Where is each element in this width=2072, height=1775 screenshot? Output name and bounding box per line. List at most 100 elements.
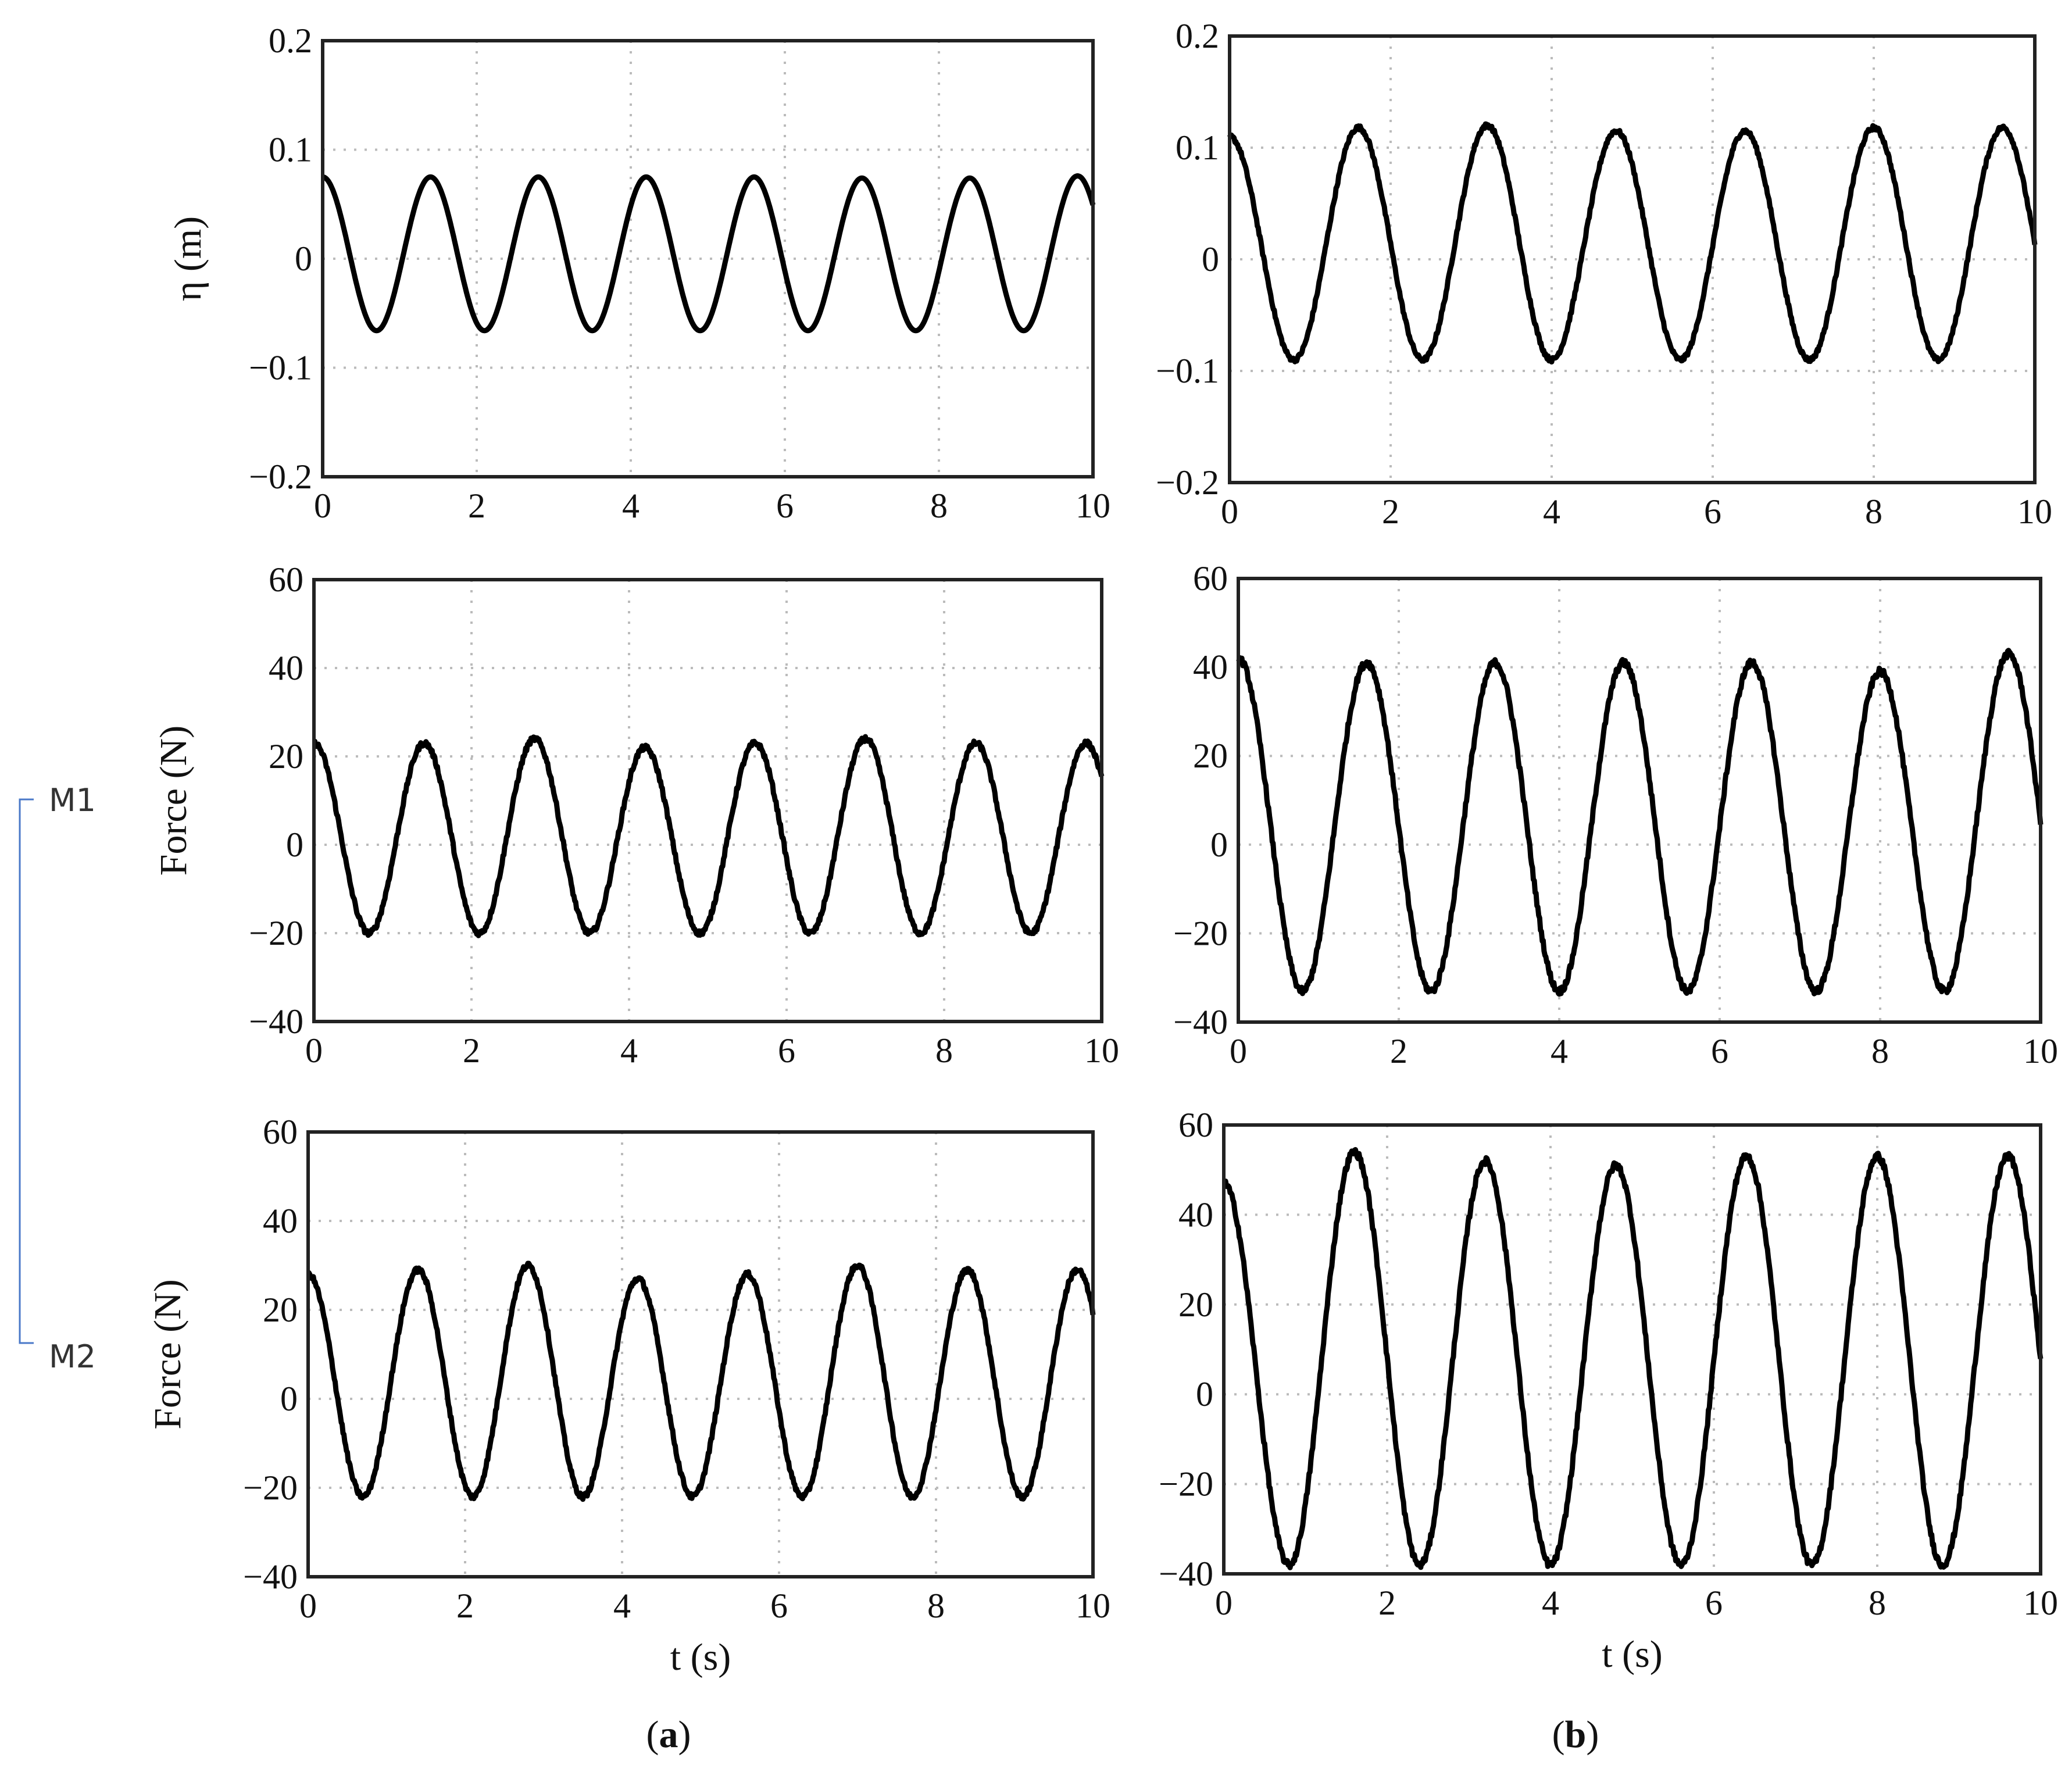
- x-tick-label: 6: [770, 1587, 788, 1625]
- x-tick-label: 6: [1705, 1584, 1723, 1622]
- series-line-a-m2: [306, 1260, 1096, 1502]
- y-axis-label: η (m): [167, 216, 209, 301]
- x-tick-label: 2: [456, 1587, 474, 1625]
- y-tick-label: 20: [1178, 1285, 1213, 1324]
- y-tick-label: 0: [1196, 1375, 1213, 1413]
- x-tick-label: 4: [1542, 1584, 1559, 1622]
- y-tick-label: −20: [249, 914, 303, 952]
- x-tick-label: 4: [1551, 1032, 1568, 1070]
- y-tick-label: −20: [243, 1469, 298, 1507]
- x-tick-label: 10: [2017, 492, 2052, 531]
- y-tick-label: 60: [269, 560, 303, 599]
- y-tick-label: 20: [269, 737, 303, 776]
- series-line-a-eta: [321, 173, 1096, 334]
- x-tick-label: 2: [1390, 1032, 1407, 1070]
- chart-b-eta: 0 2 4 6 8 10 −0.2 −0.1 0 0.1 0.2: [1156, 17, 2052, 531]
- x-tick-label: 0: [299, 1587, 317, 1625]
- y-tick-label: −40: [249, 1002, 303, 1041]
- y-tick-label: −0.2: [1156, 463, 1219, 502]
- x-tick-label: 6: [1704, 492, 1721, 531]
- m1-label: M1: [49, 782, 96, 819]
- plot-frame: [321, 39, 1095, 478]
- y-tick-label: −0.2: [249, 458, 312, 496]
- y-tick-label: 20: [1193, 737, 1228, 775]
- x-axis-label: t (s): [1602, 1633, 1662, 1676]
- y-tick-label: 40: [263, 1202, 298, 1240]
- x-tick-label: 2: [468, 487, 485, 525]
- y-tick-label: −40: [243, 1558, 298, 1596]
- y-tick-label: −40: [1159, 1555, 1213, 1593]
- y-tick-label: −20: [1159, 1465, 1213, 1503]
- x-tick-label: 6: [776, 487, 794, 525]
- x-tick-label: 0: [305, 1031, 323, 1070]
- plot-frame: [306, 1130, 1095, 1578]
- y-tick-label: 0.2: [1176, 17, 1219, 55]
- y-tick-label: 0.1: [1176, 128, 1219, 167]
- y-tick-label: 0.1: [269, 131, 312, 169]
- x-tick-label: 0: [1230, 1032, 1247, 1070]
- x-tick-label: 2: [1378, 1584, 1396, 1622]
- chart-b-m2: 0 2 4 6 8 10 −40 −20 0 20 40 60 t (s): [1159, 1106, 2058, 1676]
- x-tick-label: 10: [1076, 1587, 1110, 1625]
- y-tick-label: −20: [1173, 914, 1228, 952]
- chart-b-m1: 0 2 4 6 8 10 −40 −20 0 20 40 60: [1173, 559, 2058, 1070]
- y-axis-label: Force (N): [147, 1279, 189, 1429]
- x-tick-label: 8: [930, 487, 948, 525]
- chart-a-m2: 0 2 4 6 8 10 −40 −20 0 20 40 60 Force (N) t (s): [147, 1113, 1110, 1678]
- series-line-b-m1: [1236, 648, 2044, 997]
- x-tick-label: 8: [1869, 1584, 1886, 1622]
- m1-m2-bracket: [19, 798, 34, 1344]
- y-tick-label: −40: [1173, 1003, 1228, 1041]
- y-tick-label: 0: [1202, 240, 1219, 278]
- x-tick-label: 4: [613, 1587, 631, 1625]
- y-tick-label: 0: [295, 240, 312, 278]
- y-tick-label: 60: [263, 1113, 298, 1151]
- x-tick-label: 4: [1543, 492, 1560, 531]
- x-tick-label: 10: [1084, 1031, 1119, 1070]
- x-tick-label: 0: [1215, 1584, 1233, 1622]
- m2-label: M2: [49, 1338, 96, 1375]
- y-tick-label: 0: [280, 1380, 298, 1418]
- y-tick-label: 0.2: [269, 22, 312, 60]
- series-line-b-m2: [1222, 1147, 2044, 1570]
- x-tick-label: 2: [463, 1031, 480, 1070]
- y-tick-label: 40: [1193, 648, 1228, 687]
- x-tick-label: 10: [2023, 1032, 2058, 1070]
- y-tick-label: 20: [263, 1291, 298, 1329]
- y-tick-label: 40: [1178, 1195, 1213, 1234]
- series-line-b-eta: [1227, 121, 2038, 365]
- y-tick-label: −0.1: [1156, 352, 1219, 390]
- x-tick-label: 8: [1871, 1032, 1889, 1070]
- series-line-a-m1: [312, 734, 1105, 938]
- x-tick-label: 6: [1711, 1032, 1728, 1070]
- x-tick-label: 6: [778, 1031, 795, 1070]
- x-tick-label: 0: [314, 487, 331, 525]
- y-tick-label: 40: [269, 649, 303, 687]
- y-axis-label: Force (N): [152, 726, 195, 876]
- x-axis-label: t (s): [670, 1636, 731, 1678]
- plot-frame: [1228, 34, 2037, 484]
- panel-label-b: (b): [1552, 1713, 1599, 1756]
- x-tick-label: 8: [927, 1587, 945, 1625]
- y-tick-label: 60: [1193, 559, 1228, 598]
- x-tick-label: 8: [935, 1031, 953, 1070]
- x-tick-label: 4: [620, 1031, 638, 1070]
- x-tick-label: 10: [2023, 1584, 2058, 1622]
- x-tick-label: 10: [1076, 487, 1110, 525]
- x-tick-label: 2: [1382, 492, 1399, 531]
- y-tick-label: 0: [286, 826, 303, 864]
- y-tick-label: 0: [1210, 826, 1228, 864]
- x-tick-label: 8: [1865, 492, 1882, 531]
- x-tick-label: 4: [622, 487, 640, 525]
- plot-frame: [312, 578, 1103, 1023]
- y-tick-label: 60: [1178, 1106, 1213, 1144]
- plot-frame: [1237, 577, 2042, 1024]
- x-tick-label: 0: [1221, 492, 1238, 531]
- y-tick-label: −0.1: [249, 349, 312, 387]
- plot-frame: [1222, 1123, 2042, 1576]
- panel-label-a: (a): [646, 1713, 691, 1756]
- chart-a-eta: 0 2 4 6 8 10 −0.2 −0.1 0 0.1 0.2 η (m): [167, 22, 1110, 525]
- chart-a-m1: 0 2 4 6 8 10 −40 −20 0 20 40 60 Force (N): [152, 560, 1119, 1070]
